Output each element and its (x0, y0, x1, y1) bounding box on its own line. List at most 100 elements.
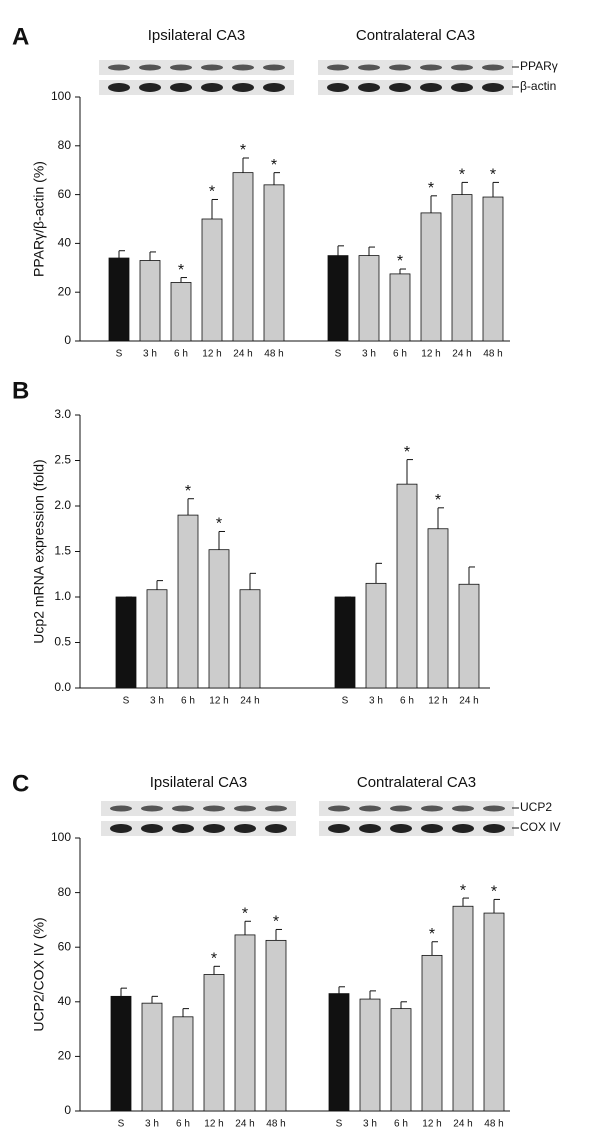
significance-marker: * (491, 884, 497, 901)
bar (396, 483, 418, 689)
blot-band (452, 824, 474, 833)
blot-band (328, 824, 350, 833)
y-tick-label: 40 (58, 994, 72, 1008)
blot-band (420, 83, 442, 92)
blot-band (265, 824, 287, 833)
blot-band (421, 824, 443, 833)
bar (170, 282, 192, 342)
x-tick-label: S (335, 349, 342, 360)
significance-marker: * (404, 444, 410, 461)
bar (334, 596, 356, 689)
group-title: Contralateral CA3 (356, 27, 475, 44)
blot-band (234, 805, 256, 812)
blot-band (141, 824, 163, 833)
x-tick-label: 12 h (204, 1119, 223, 1130)
y-tick-label: 100 (51, 830, 71, 844)
significance-marker: * (428, 180, 434, 197)
significance-marker: * (178, 262, 184, 279)
blot-band (483, 824, 505, 833)
y-tick-label: 2.0 (54, 498, 71, 512)
significance-marker: * (397, 253, 403, 270)
y-axis-label: Ucp2 mRNA expression (fold) (31, 459, 47, 643)
blot-band (482, 64, 504, 71)
x-tick-label: 24 h (452, 349, 471, 360)
significance-marker: * (273, 914, 279, 931)
blot-band (139, 83, 161, 92)
blot-band (263, 64, 285, 71)
x-tick-label: 12 h (422, 1119, 441, 1130)
x-tick-label: S (116, 349, 123, 360)
bar (201, 218, 223, 342)
x-tick-label: S (342, 696, 349, 707)
panel-label: A (12, 23, 29, 50)
blot-band (358, 83, 380, 92)
blot-band (263, 83, 285, 92)
group-title: Contralateral CA3 (357, 774, 476, 791)
blot-band (390, 824, 412, 833)
blot-label: UCP2 (520, 800, 552, 814)
x-tick-label: 24 h (453, 1119, 472, 1130)
blot-band (483, 805, 505, 812)
bar (146, 589, 168, 689)
blot-band (420, 64, 442, 71)
bar (232, 172, 254, 342)
blot-band (327, 83, 349, 92)
blot-band (108, 83, 130, 92)
bar (141, 1002, 163, 1112)
blot-band (359, 824, 381, 833)
y-tick-label: 80 (58, 885, 72, 899)
blot-band (203, 824, 225, 833)
bar (208, 549, 230, 689)
x-tick-label: 24 h (459, 696, 478, 707)
bar (203, 974, 225, 1112)
blot-band (172, 805, 194, 812)
x-tick-label: 12 h (421, 349, 440, 360)
bar (265, 939, 287, 1112)
y-tick-label: 20 (58, 284, 72, 298)
y-tick-label: 100 (51, 89, 71, 103)
bar (108, 257, 130, 342)
bar (365, 582, 387, 689)
blot-band (170, 64, 192, 71)
x-tick-label: 12 h (202, 349, 221, 360)
blot-band (452, 805, 474, 812)
blot-band (170, 83, 192, 92)
x-tick-label: 6 h (400, 696, 414, 707)
blot-band (265, 805, 287, 812)
y-tick-label: 20 (58, 1049, 72, 1063)
blot-strip (319, 801, 514, 816)
blot-band (232, 83, 254, 92)
blot-band (389, 83, 411, 92)
bar (177, 514, 199, 689)
significance-marker: * (460, 882, 466, 899)
significance-marker: * (185, 483, 191, 500)
blot-band (203, 805, 225, 812)
blot-strip (318, 60, 513, 75)
bar (239, 589, 261, 689)
group-title: Ipsilateral CA3 (148, 27, 246, 44)
y-tick-label: 40 (58, 236, 72, 250)
blot-band (358, 64, 380, 71)
significance-marker: * (242, 905, 248, 922)
panel-label: B (12, 377, 29, 404)
y-tick-label: 1.0 (54, 589, 71, 603)
x-tick-label: 12 h (209, 696, 228, 707)
panel-label: C (12, 770, 29, 797)
y-axis-label: UCP2/COX IV (%) (31, 917, 47, 1031)
x-tick-label: 6 h (174, 349, 188, 360)
y-tick-label: 0.5 (54, 635, 71, 649)
blot-strip (101, 801, 296, 816)
x-tick-label: 48 h (484, 1119, 503, 1130)
group-title: Ipsilateral CA3 (150, 774, 248, 791)
x-tick-label: 3 h (145, 1119, 159, 1130)
blot-band (201, 83, 223, 92)
bar (390, 1008, 412, 1112)
x-tick-label: 3 h (362, 349, 376, 360)
blot-band (451, 83, 473, 92)
blot-band (451, 64, 473, 71)
x-tick-label: 3 h (150, 696, 164, 707)
x-tick-label: 48 h (483, 349, 502, 360)
blot-strip (99, 60, 294, 75)
significance-marker: * (271, 157, 277, 174)
